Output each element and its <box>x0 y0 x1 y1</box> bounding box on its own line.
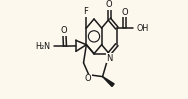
Text: O: O <box>121 8 128 17</box>
Text: H₂N: H₂N <box>36 42 51 51</box>
Text: OH: OH <box>137 24 149 33</box>
Text: O: O <box>106 0 113 9</box>
Text: O: O <box>60 26 67 35</box>
Polygon shape <box>103 77 114 87</box>
Text: O: O <box>85 74 92 83</box>
Text: N: N <box>107 54 113 63</box>
Text: F: F <box>83 7 88 16</box>
